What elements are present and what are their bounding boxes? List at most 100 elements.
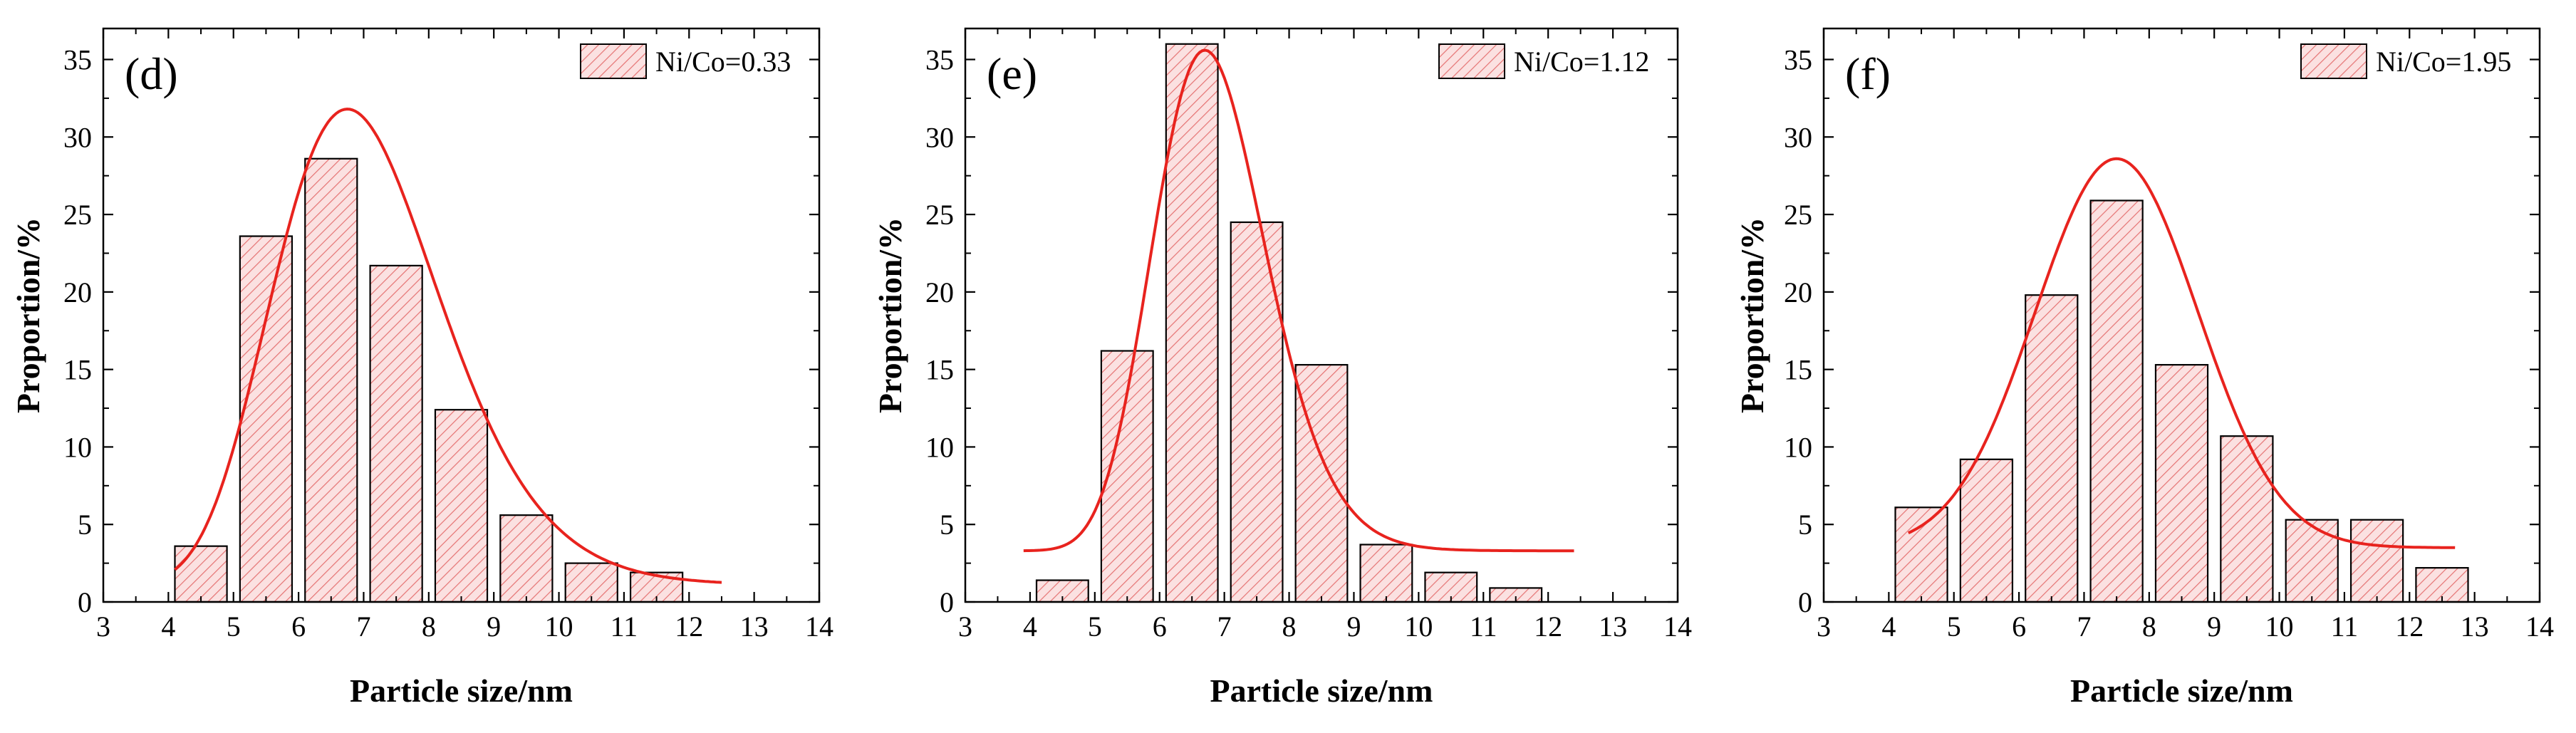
legend-swatch (1438, 43, 1505, 79)
legend-label: Ni/Co=0.33 (655, 46, 791, 78)
histogram-bar (499, 514, 554, 603)
y-axis-title: Proportion/% (1734, 217, 1770, 413)
x-tick-label: 3 (96, 610, 110, 643)
y-tick-label: 0 (1798, 586, 1812, 618)
y-tick-label: 30 (63, 121, 92, 153)
x-tick-label: 14 (2525, 610, 2554, 643)
y-tick-label: 15 (925, 354, 954, 386)
histogram-bar (1230, 221, 1284, 603)
chart-panel-3: 3 4 5 6 7 8 9 10 11 12 13 14 0 5 10 15 20 25 30 35 Particle … (1734, 27, 2554, 709)
y-axis-title: Proportion/% (10, 217, 46, 413)
x-tick-label: 6 (291, 610, 306, 643)
x-tick-label: 5 (227, 610, 241, 643)
x-tick-label: 6 (1153, 610, 1167, 643)
fit-curve (1023, 48, 1574, 553)
x-tick-label: 10 (1404, 610, 1433, 643)
panel-label: (f) (1845, 48, 1891, 99)
x-axis-title: Particle size/nm (2070, 672, 2293, 709)
legend-swatch (580, 43, 647, 79)
histogram-bar (2220, 435, 2274, 603)
histogram-bar (304, 157, 358, 603)
histogram-bar (1359, 544, 1413, 603)
x-tick-label: 3 (1817, 610, 1831, 643)
x-tick-label: 9 (487, 610, 501, 643)
x-tick-label: 4 (1881, 610, 1896, 643)
y-tick-label: 15 (1784, 354, 1812, 386)
histogram-bar (1294, 364, 1349, 603)
x-tick-label: 4 (161, 610, 175, 643)
chart-panel-2: 3 4 5 6 7 8 9 10 11 12 13 14 0 5 10 15 20 25 30 35 Particle … (872, 27, 1692, 709)
histogram-bar (2349, 519, 2404, 603)
y-tick-label: 20 (63, 276, 92, 308)
y-tick-label: 5 (940, 509, 954, 541)
histogram-bar (1894, 506, 1948, 603)
x-tick-label: 12 (2395, 610, 2424, 643)
histogram-bar (1959, 458, 2014, 603)
y-tick-label: 30 (925, 121, 954, 153)
y-tick-label: 10 (1784, 431, 1812, 463)
x-tick-label: 12 (675, 610, 703, 643)
y-tick-label: 30 (1784, 121, 1812, 153)
legend-label: Ni/Co=1.12 (1514, 46, 1649, 78)
x-axis-title: Particle size/nm (350, 672, 573, 709)
histogram-bar (1165, 43, 1219, 603)
y-tick-label: 35 (63, 44, 92, 76)
x-tick-label: 11 (611, 610, 638, 643)
y-tick-label: 25 (925, 199, 954, 231)
x-axis-title: Particle size/nm (1210, 672, 1433, 709)
y-tick-label: 35 (925, 44, 954, 76)
y-tick-label: 25 (63, 199, 92, 231)
histogram-bar (564, 562, 618, 603)
x-tick-label: 3 (958, 610, 972, 643)
x-tick-label: 13 (740, 610, 769, 643)
y-tick-label: 5 (1798, 509, 1812, 541)
y-tick-label: 0 (78, 586, 92, 618)
x-tick-label: 8 (1282, 610, 1297, 643)
x-tick-label: 5 (1947, 610, 1961, 643)
x-tick-label: 4 (1023, 610, 1037, 643)
x-tick-label: 8 (422, 610, 436, 643)
histogram-bar (174, 545, 228, 603)
y-tick-label: 25 (1784, 199, 1812, 231)
chart-panel-1: 3 4 5 6 7 8 9 10 11 12 13 14 0 5 10 15 20 25 30 35 Particle … (10, 27, 833, 709)
x-tick-label: 11 (1470, 610, 1497, 643)
histogram-bar (369, 264, 423, 603)
y-tick-label: 10 (63, 431, 92, 463)
x-tick-label: 7 (356, 610, 370, 643)
y-tick-label: 20 (1784, 276, 1812, 308)
histogram-bar (239, 235, 294, 603)
x-tick-label: 5 (1088, 610, 1102, 643)
y-tick-label: 10 (925, 431, 954, 463)
y-tick-label: 0 (940, 586, 954, 618)
x-tick-label: 13 (2461, 610, 2489, 643)
x-tick-label: 11 (2331, 610, 2359, 643)
panel-label: (d) (125, 48, 178, 99)
x-tick-label: 9 (1346, 610, 1361, 643)
fit-curve (174, 108, 722, 584)
legend-swatch (2300, 43, 2367, 79)
y-tick-label: 35 (1784, 44, 1812, 76)
histogram-bar (2285, 519, 2339, 603)
x-tick-label: 12 (1534, 610, 1562, 643)
y-axis-title: Proportion/% (872, 217, 908, 413)
y-tick-label: 20 (925, 276, 954, 308)
x-tick-label: 13 (1599, 610, 1627, 643)
panel-label: (e) (987, 48, 1037, 99)
x-tick-label: 7 (2077, 610, 2091, 643)
y-tick-label: 15 (63, 354, 92, 386)
histogram-bar (2025, 294, 2079, 603)
histogram-bar (434, 409, 489, 603)
fit-curve (1907, 157, 2456, 549)
x-tick-label: 10 (545, 610, 573, 643)
legend-label: Ni/Co=1.95 (2376, 46, 2511, 78)
histogram-bar (2154, 364, 2209, 603)
x-tick-label: 7 (1217, 610, 1232, 643)
x-tick-label: 14 (805, 610, 833, 643)
y-tick-label: 5 (78, 509, 92, 541)
x-tick-label: 8 (2142, 610, 2156, 643)
histogram-bar (2089, 199, 2144, 603)
x-tick-label: 9 (2207, 610, 2221, 643)
x-tick-label: 14 (1663, 610, 1692, 643)
